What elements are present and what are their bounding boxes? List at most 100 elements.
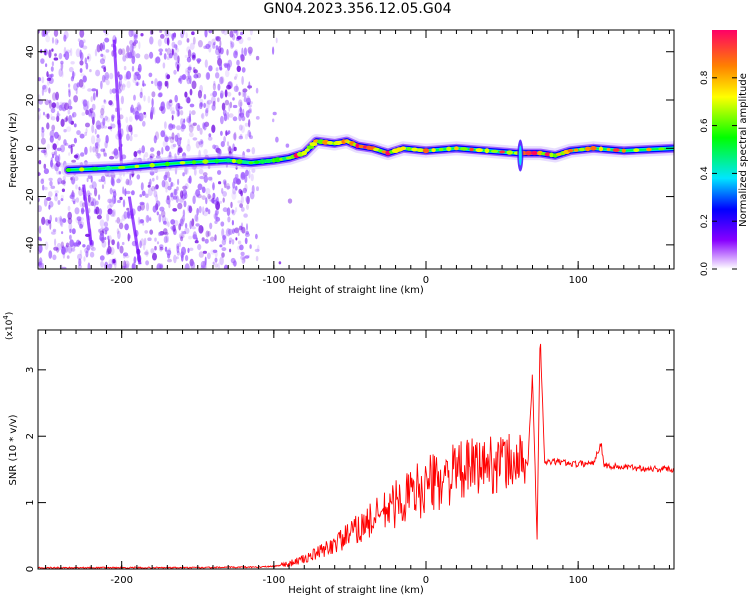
- noise-speckle: [45, 35, 51, 43]
- noise-speckle: [57, 134, 61, 141]
- noise-speckle: [201, 112, 205, 120]
- noise-speckle: [152, 252, 157, 261]
- noise-speckle: [113, 148, 119, 156]
- noise-speckle: [159, 51, 163, 56]
- noise-speckle: [124, 223, 129, 231]
- noise-speckle: [239, 106, 242, 113]
- noise-speckle: [183, 200, 187, 208]
- noise-speckle: [72, 72, 77, 77]
- noise-speckle: [91, 103, 96, 111]
- noise-speckle: [220, 76, 225, 84]
- noise-speckle: [134, 39, 138, 44]
- noise-speckle: [227, 216, 231, 223]
- noise-speckle: [219, 76, 224, 85]
- noise-speckle: [203, 122, 207, 131]
- noise-speckle: [200, 114, 204, 118]
- noise-speckle: [185, 75, 190, 82]
- ridge-hotspot: [499, 150, 506, 154]
- noise-speckle: [182, 231, 187, 235]
- noise-speckle: [164, 246, 168, 252]
- noise-speckle: [85, 127, 88, 134]
- snr-ytick-label: 0: [25, 566, 36, 572]
- noise-speckle: [90, 201, 95, 207]
- noise-speckle: [87, 109, 93, 116]
- noise-speckle: [166, 195, 170, 201]
- noise-speckle: [188, 235, 193, 240]
- noise-speckle: [64, 102, 70, 111]
- noise-speckle: [246, 223, 248, 232]
- noise-speckle: [226, 185, 231, 190]
- noise-speckle: [51, 61, 55, 67]
- noise-speckle: [176, 109, 180, 117]
- noise-speckle: [245, 195, 251, 203]
- ridge-hotspot: [231, 158, 236, 164]
- noise-speckle: [203, 93, 207, 100]
- noise-speckle: [50, 231, 56, 235]
- noise-speckle: [77, 253, 83, 261]
- noise-speckle: [144, 151, 149, 158]
- noise-speckle: [272, 46, 275, 55]
- colorbar-ticks: 0.0 0.2 0.4 0.6 0.8: [700, 70, 737, 276]
- noise-speckle: [212, 261, 215, 265]
- noise-speckle: [244, 122, 249, 127]
- noise-speckle: [203, 148, 208, 155]
- spectrogram-image: [38, 30, 674, 269]
- noise-speckle: [72, 113, 74, 118]
- noise-speckle: [52, 153, 55, 159]
- noise-speckle: [75, 88, 78, 95]
- noise-speckle: [100, 80, 103, 90]
- noise-speckle: [220, 92, 223, 99]
- ridge-hotspot: [241, 160, 249, 164]
- noise-speckle: [68, 105, 73, 110]
- noise-speckle: [199, 98, 204, 105]
- noise-speckle: [75, 239, 81, 247]
- noise-speckle: [186, 46, 191, 54]
- noise-speckle: [78, 186, 81, 191]
- noise-speckle: [243, 213, 248, 218]
- noise-speckle: [205, 43, 211, 50]
- figure-title: GN04.2023.356.12.05.G04: [263, 1, 452, 17]
- noise-speckle: [73, 137, 77, 144]
- ridge-hotspot: [355, 143, 360, 149]
- noise-speckle: [198, 206, 202, 214]
- noise-speckle: [101, 184, 105, 190]
- noise-speckle: [238, 113, 242, 122]
- noise-speckle: [155, 131, 159, 140]
- noise-speckle: [118, 81, 121, 90]
- noise-speckle: [118, 78, 123, 87]
- noise-speckle: [217, 97, 220, 103]
- noise-speckle: [184, 222, 188, 229]
- noise-speckle: [133, 256, 137, 264]
- noise-speckle: [240, 172, 246, 180]
- noise-speckle: [237, 200, 242, 204]
- noise-speckle: [136, 82, 139, 86]
- noise-speckle: [49, 221, 52, 230]
- noise-speckle: [238, 99, 243, 108]
- noise-speckle: [233, 146, 237, 152]
- noise-speckle: [69, 194, 75, 199]
- noise-speckle: [87, 262, 91, 269]
- noise-speckle: [104, 115, 109, 121]
- noise-speckle: [233, 30, 238, 34]
- snr-frame: [37, 329, 675, 570]
- noise-speckle: [122, 84, 127, 88]
- noise-speckle: [86, 244, 91, 251]
- ridge-hotspot: [274, 157, 281, 163]
- noise-speckle: [189, 113, 191, 123]
- noise-speckle: [75, 197, 80, 203]
- noise-speckle: [210, 96, 216, 105]
- noise-speckle: [215, 48, 221, 56]
- noise-speckle: [122, 252, 126, 259]
- noise-speckle: [226, 111, 230, 121]
- noise-speckle: [156, 263, 162, 269]
- noise-speckle: [189, 42, 195, 50]
- noise-speckle: [220, 141, 225, 148]
- snr-ylabel: SNR (10 * v/v): [8, 414, 19, 485]
- noise-speckle: [38, 225, 42, 234]
- noise-speckle: [208, 195, 213, 202]
- noise-speckle: [95, 146, 99, 155]
- noise-speckle: [73, 123, 77, 128]
- noise-speckle: [79, 133, 85, 139]
- noise-speckle: [200, 140, 204, 144]
- ridge-hotspot: [104, 165, 112, 171]
